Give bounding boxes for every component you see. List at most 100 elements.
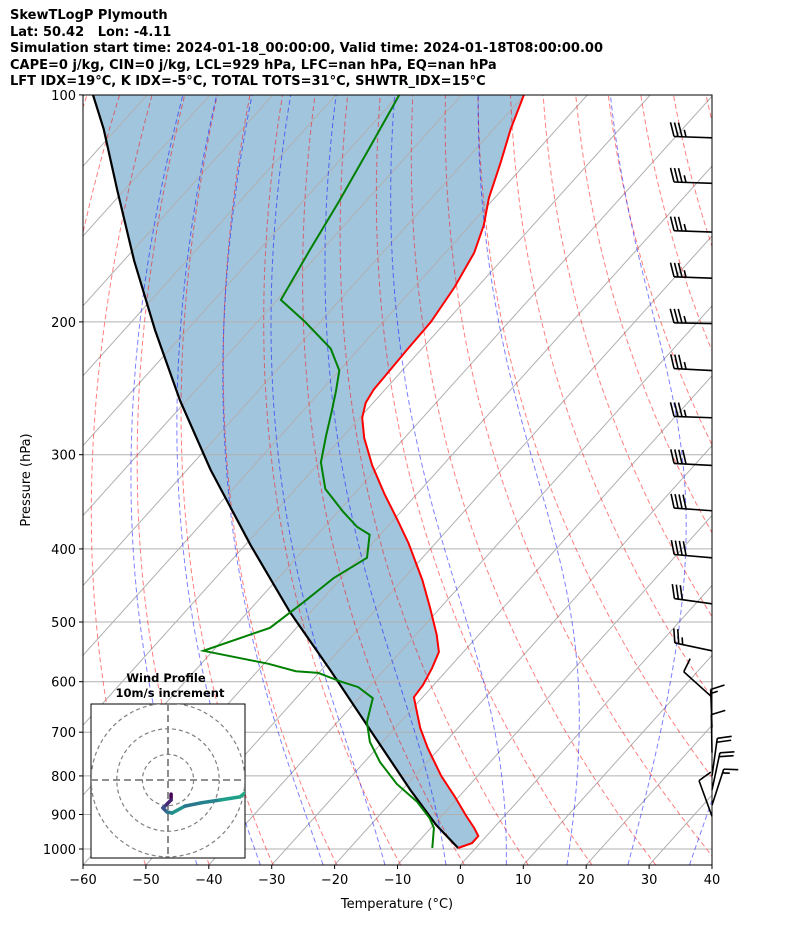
isotherm-gridline [83,95,211,237]
barb-staff [711,752,721,791]
barb-full [673,628,676,643]
x-tick-label: −50 [132,873,159,888]
wind-barb [711,750,735,791]
dry-adiabat [542,95,712,618]
isotherm-gridline [83,95,400,447]
wind-barb [670,540,713,559]
y-tick-label: 500 [51,616,76,631]
barb-full [673,216,679,232]
barb-full [674,449,679,464]
x-tick-label: 30 [641,873,658,888]
dry-adiabat [263,95,402,865]
barb-staff [673,322,713,325]
title-indices: LFT IDX=19°C, K IDX=-5°C, TOTAL TOTS=31°… [10,74,486,89]
barb-full [677,402,683,417]
barb-full [677,449,683,465]
barb-full [677,122,683,137]
isotherm-gridline [83,95,588,657]
barb-full [698,771,712,782]
isotherm-gridline [208,305,712,865]
barb-full [673,262,679,278]
barb-full [678,540,683,556]
barb-full [674,540,679,555]
barb-full [671,583,676,599]
dry-adiabat [444,95,712,857]
isotherm-gridline [271,375,712,865]
barb-full [675,584,680,600]
barb-full [669,167,675,183]
barb-staff [674,462,713,467]
wind-barb [710,709,726,753]
isotherm-gridline [334,444,712,865]
hodograph-trace-segment [218,795,242,802]
wind-barb [669,122,713,139]
barb-half [683,409,687,418]
barb-staff [674,553,713,559]
y-tick-label: 800 [51,770,76,785]
barb-half [683,270,687,278]
isotherm-gridline [585,724,712,865]
barb-staff [673,135,713,139]
barb-half [683,129,687,138]
barb-full [682,541,687,556]
y-axis-label: Pressure (hPa) [19,433,34,526]
barb-full [674,493,679,509]
parcel-profile-line [91,95,459,849]
x-tick-label: 20 [578,873,595,888]
barb-full [674,354,679,369]
isotherm-gridline [83,95,651,726]
wind-barb [669,308,713,325]
y-tick-label: 600 [51,676,76,691]
x-tick-label: 10 [515,873,532,888]
moist-adiabat [270,95,386,865]
y-tick-label: 200 [51,316,76,331]
barb-full [669,262,675,278]
dry-adiabat [339,95,529,865]
y-tick-label: 900 [51,808,76,823]
wind-barb [709,684,725,728]
x-tick-label: −10 [384,873,411,888]
barb-full [669,308,675,324]
x-tick-label: −30 [258,873,285,888]
barb-full [679,585,684,600]
dry-adiabat [607,95,712,446]
barb-full [716,739,732,744]
barb-staff [674,367,713,372]
isotherm-gridline [83,95,274,307]
isotherm-gridline [83,95,337,377]
barb-full [683,658,691,673]
title-cape-stats: CAPE=0 j/kg, CIN=0 j/kg, LCL=929 hPa, LF… [10,57,497,73]
barb-staff [674,642,713,652]
dry-adiabat [575,95,712,534]
dry-adiabat [640,95,712,352]
moist-adiabat [688,798,712,865]
wind-barb [711,735,732,777]
wind-barb [669,262,713,279]
y-tick-label: 700 [51,726,76,741]
title-station: SkewTLogP Plymouth [10,8,168,23]
wind-barb [683,658,713,698]
hodograph-title: Wind Profile [126,671,206,685]
barb-full [717,735,732,740]
barb-full [681,449,687,465]
wind-barb [711,768,739,806]
plot-area [83,95,712,865]
cape-shading [93,95,524,848]
barb-staff [673,181,713,185]
hodograph-inset: Wind Profile 10m/s increment [90,671,246,859]
barb-full [719,750,735,754]
barb-full [677,216,683,232]
moist-adiabat [222,95,324,865]
barb-full [682,494,687,510]
isotherm-gridline [145,235,712,865]
wind-barb [673,628,713,652]
temperature-line [361,95,525,849]
barb-staff [674,597,713,605]
y-tick-label: 1000 [43,843,76,858]
barb-full [710,684,725,691]
barb-full [669,402,675,417]
barb-full [670,493,675,509]
y-tick-label: 300 [51,449,76,464]
moist-adiabat [609,95,687,865]
